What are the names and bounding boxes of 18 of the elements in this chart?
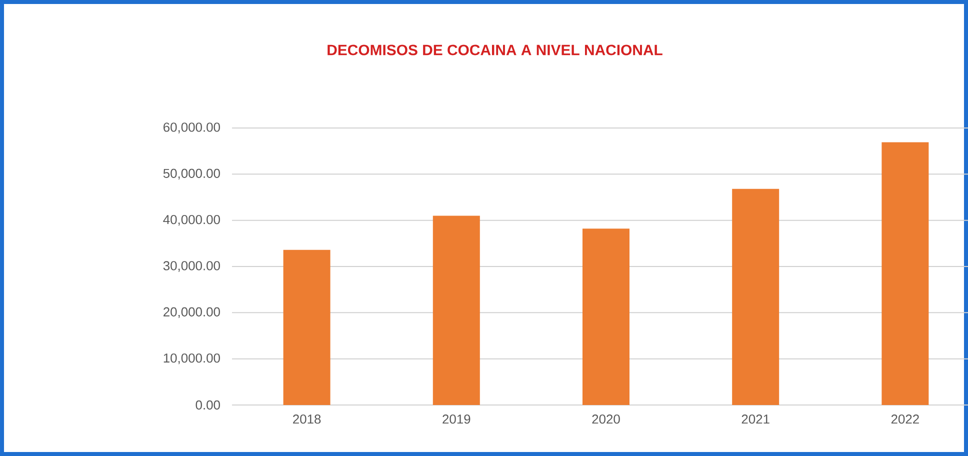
x-tick-label: 2019 [442, 414, 470, 424]
bar [882, 142, 929, 405]
chart-title: DECOMISOS DE COCAINA A NIVEL NACIONAL [328, 44, 662, 56]
y-tick-label: 10,000.00 [164, 353, 220, 364]
x-tick-label: 2018 [293, 414, 321, 424]
y-tick-label: 40,000.00 [163, 214, 220, 226]
bar [732, 188, 780, 405]
bar [283, 250, 330, 405]
y-tick-label: 60,000.00 [164, 122, 220, 134]
y-tick-label: 50,000.00 [163, 168, 220, 180]
y-tick-label: 30,000.00 [163, 261, 220, 272]
bar [432, 216, 480, 405]
x-tick-label: 2022 [891, 414, 919, 424]
x-tick-label: 2020 [592, 414, 620, 424]
y-tick-label: 0.00 [196, 400, 220, 410]
y-tick-label: 20,000.00 [164, 307, 220, 318]
bar [582, 228, 630, 405]
x-tick-label: 2021 [742, 414, 770, 424]
